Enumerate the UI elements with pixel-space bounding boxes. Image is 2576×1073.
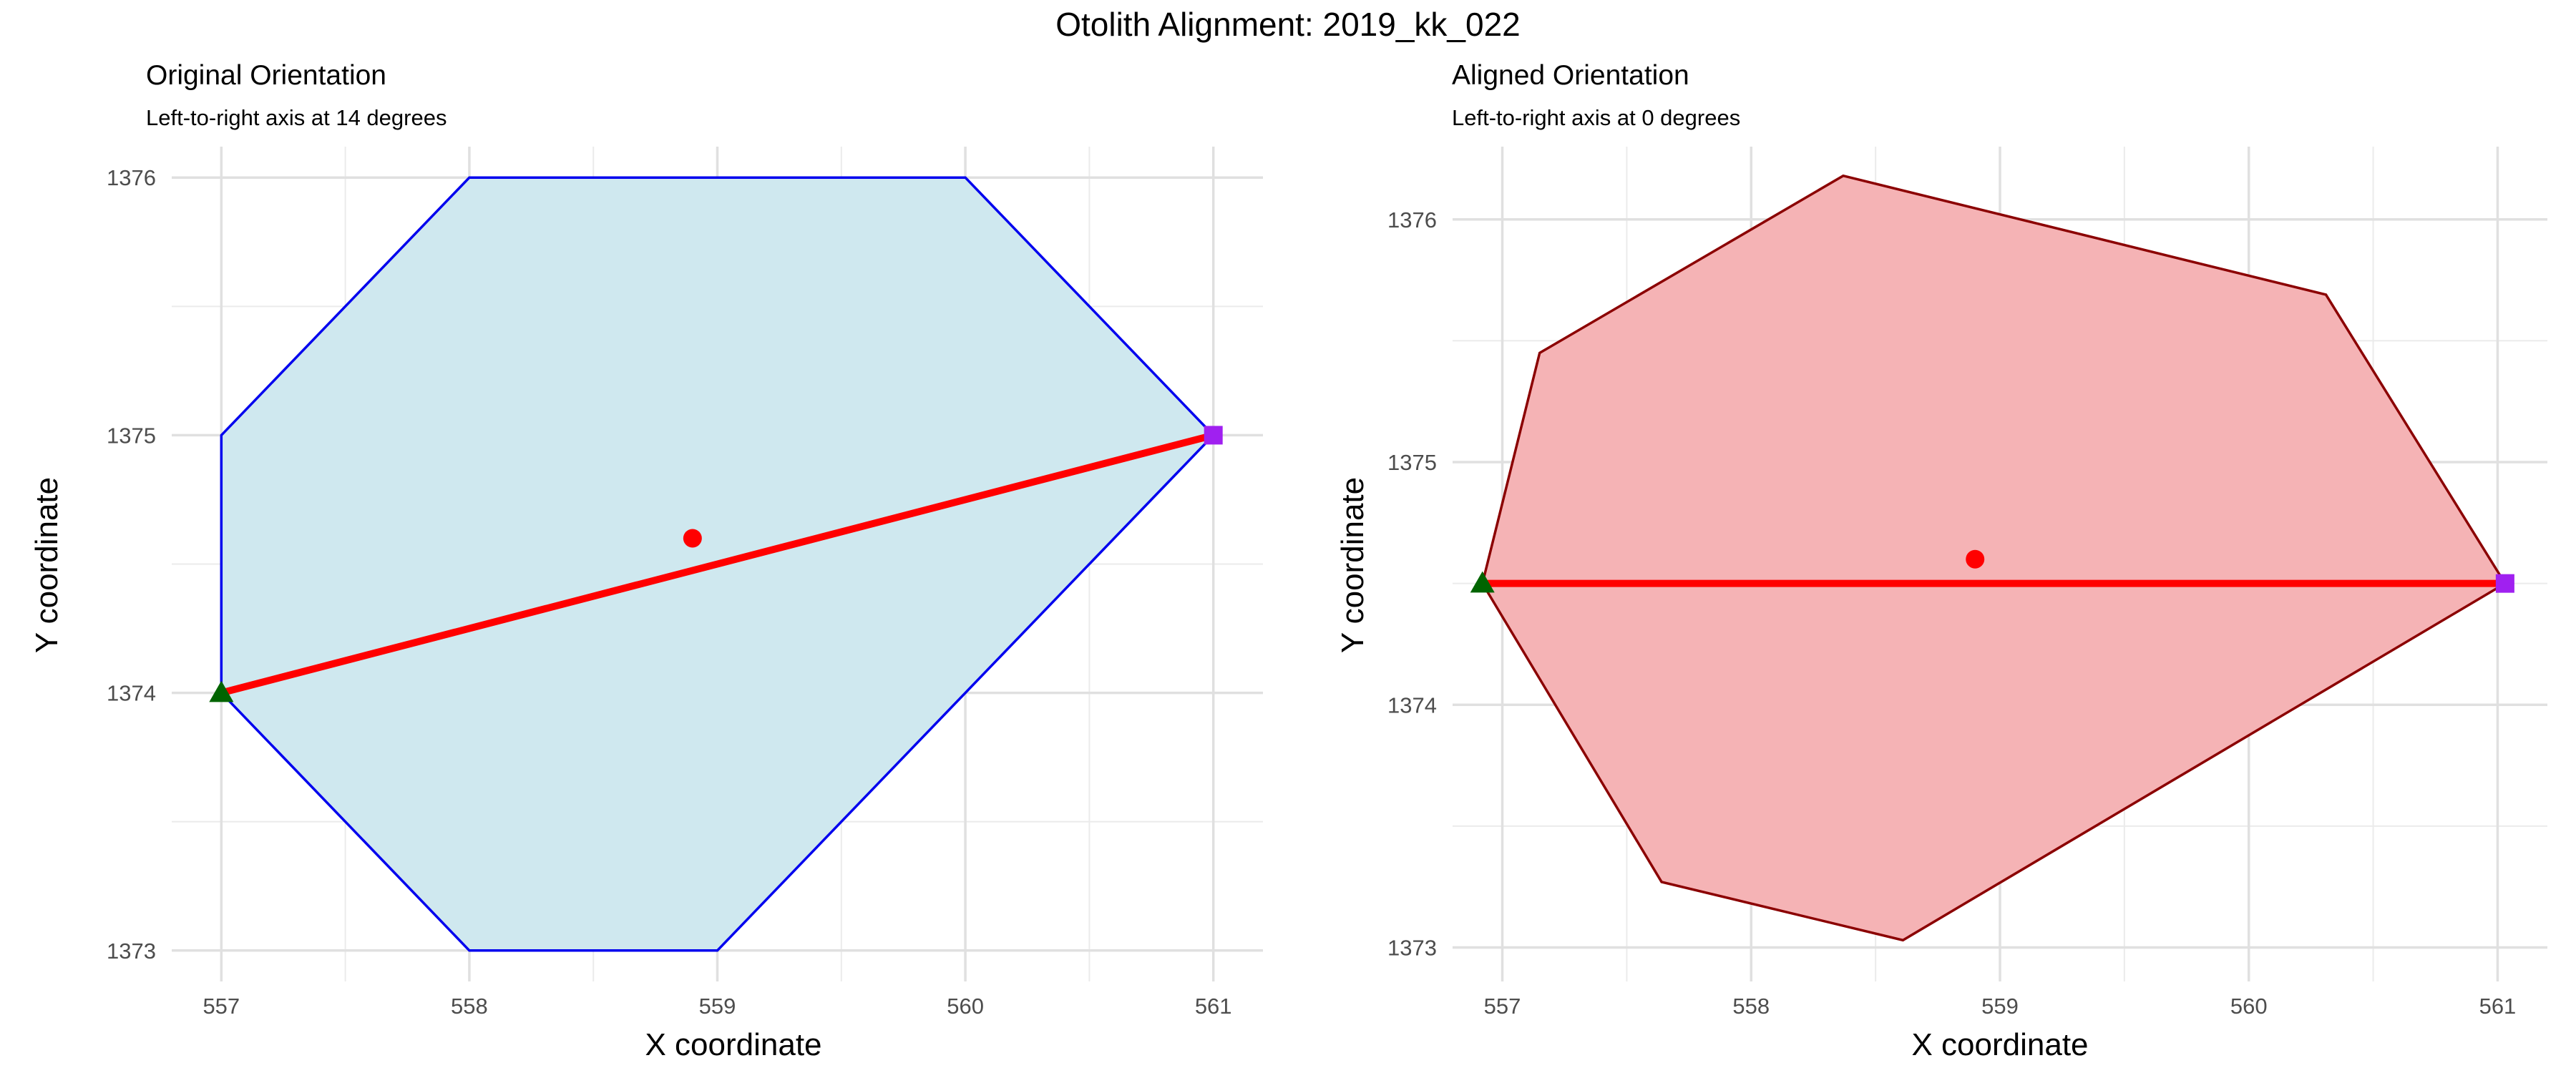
panel-2-left-point (1470, 571, 1495, 593)
panel-1-centroid-point (683, 529, 702, 548)
panel-2-x-tick-label: 558 (1732, 994, 1770, 1019)
panel-1-plot: 557 558 559 560 561 1373 1374 1375 1376 (107, 147, 1263, 1019)
panel-2-x-tick-label: 560 (2230, 994, 2268, 1019)
panel-1-y-axis-title: Y coordinate (29, 477, 64, 653)
panel-1-right-point (1204, 426, 1223, 445)
panel-2-title: Aligned Orientation (1452, 60, 1689, 91)
panel-2-x-tick-label: 561 (2479, 994, 2517, 1019)
panel-1-y-tick-label: 1375 (107, 423, 156, 448)
panel-2-y-tick-label: 1373 (1387, 936, 1437, 961)
panel-1-x-tick-label: 559 (699, 994, 736, 1019)
panel-2-centroid-point (1966, 549, 1985, 569)
panel-2-y-tick-label: 1376 (1387, 207, 1437, 232)
panel-2-otolith-outline (1480, 174, 2507, 942)
panel-2-x-tick-label: 559 (1981, 994, 2019, 1019)
panel-1-x-tick-label: 560 (947, 994, 984, 1019)
panel-2-y-axis-title: Y coordinate (1335, 477, 1370, 653)
panel-2-y-tick-label: 1375 (1387, 450, 1437, 475)
panel-1-left-point (209, 680, 234, 702)
panel-1-y-tick-label: 1373 (107, 939, 156, 964)
panel-2-subtitle: Left-to-right axis at 0 degrees (1452, 105, 1740, 130)
panel-2-x-tick-label: 557 (1484, 994, 1521, 1019)
panel-1-x-tick-label: 557 (203, 994, 240, 1019)
panel-1-title: Original Orientation (146, 60, 386, 91)
panel-2-right-point (2495, 574, 2514, 593)
panel-1-y-tick-label: 1374 (107, 681, 156, 706)
panel-1-x-tick-label: 561 (1195, 994, 1232, 1019)
panel-1-subtitle: Left-to-right axis at 14 degrees (146, 105, 447, 130)
panel-1-x-axis-title: X coordinate (645, 1027, 821, 1062)
panel-1-axis-line (220, 431, 1214, 697)
panel-1-y-tick-label: 1376 (107, 165, 156, 190)
panel-2-y-tick-label: 1374 (1387, 692, 1437, 717)
panel-2-plot: 557 558 559 560 561 1373 1374 1375 1376 (1387, 147, 2547, 1019)
panel-1-x-tick-label: 558 (451, 994, 488, 1019)
panel-2-x-axis-title: X coordinate (1911, 1027, 2088, 1062)
figure-title: Otolith Alignment: 2019_kk_022 (1055, 6, 1521, 43)
